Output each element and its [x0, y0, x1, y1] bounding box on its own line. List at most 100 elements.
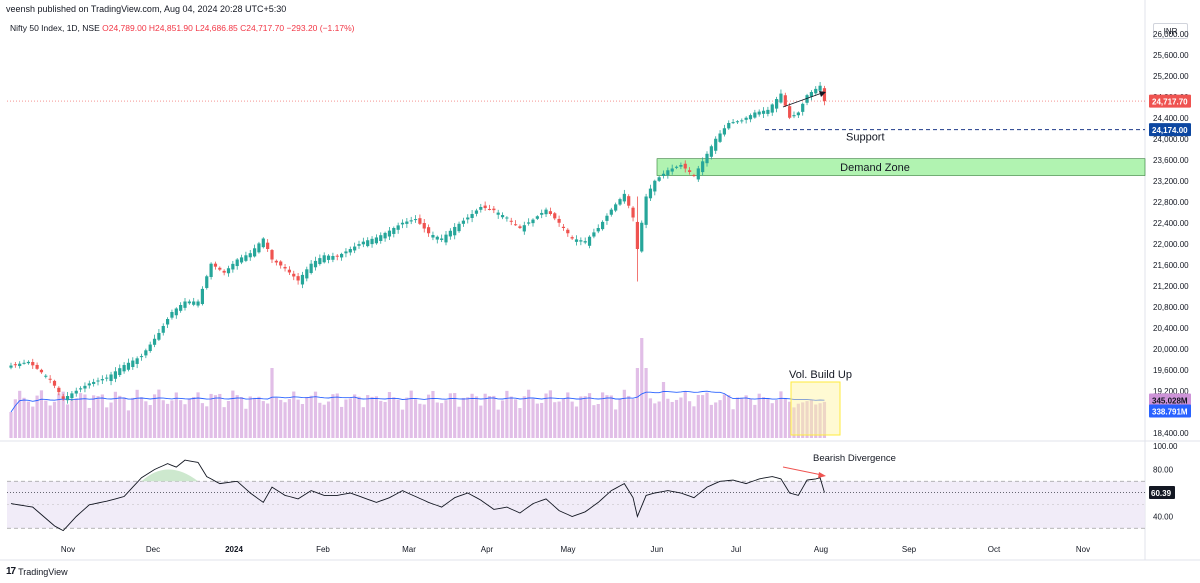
candle-body	[492, 208, 496, 211]
candle-body	[731, 122, 735, 124]
candle-body	[657, 177, 661, 181]
volume-bar	[74, 398, 78, 438]
currency-badge[interactable]: INR	[1153, 23, 1188, 39]
rsi-tick-label: 80.00	[1153, 466, 1174, 475]
tradingview-logo: 17	[6, 566, 16, 577]
candle-body	[409, 220, 413, 222]
volume-bar	[205, 406, 209, 438]
candle-body	[309, 263, 313, 273]
candle-body	[570, 237, 574, 239]
rsi-value-tag-bg	[1149, 486, 1175, 500]
candle-body	[783, 95, 787, 106]
price-trend-arrow	[782, 92, 823, 108]
volume-bar	[48, 405, 52, 438]
volume-bar	[239, 397, 244, 438]
volume-bar	[500, 400, 505, 438]
candle-body	[348, 249, 352, 253]
candle-body	[383, 232, 387, 239]
volume-bar	[692, 406, 696, 438]
volume-bar	[718, 400, 722, 438]
volume-bar	[322, 404, 326, 438]
footer-brand: TradingView	[18, 566, 68, 577]
price-tick-label: 20,800.00	[1153, 303, 1189, 312]
candle-body	[735, 121, 740, 123]
volume-bar	[18, 390, 22, 438]
volume-bar	[261, 401, 265, 438]
candle-body	[814, 88, 818, 94]
candle-body	[605, 215, 609, 221]
candle-body	[609, 209, 613, 215]
price-tick-label: 25,200.00	[1153, 72, 1189, 81]
candle-body	[261, 238, 265, 248]
candle-body	[87, 383, 91, 386]
volume-bar	[139, 397, 144, 438]
candle-body	[427, 227, 431, 234]
price-arrow-head	[819, 91, 826, 97]
volume-bar	[357, 396, 361, 438]
candle-body	[239, 257, 244, 263]
candle-body	[522, 225, 526, 232]
volume-bar	[561, 398, 566, 438]
candle-body	[313, 260, 318, 268]
volume-ma-line	[10, 390, 825, 413]
candle-body	[661, 173, 666, 176]
volume-bar	[505, 390, 509, 438]
volume-bar	[96, 396, 100, 438]
volume-bar	[196, 392, 200, 438]
publisher-line: veensh published on TradingView.com, Aug…	[6, 4, 287, 14]
candle-body	[579, 240, 583, 242]
volume-ma-tag: 338.791M	[1152, 408, 1188, 417]
volume-bar	[701, 395, 705, 438]
candle-body	[714, 138, 718, 151]
candle-body	[65, 396, 70, 401]
volume-bar	[783, 398, 787, 438]
volume-bar	[405, 397, 409, 438]
volume-bar	[361, 407, 365, 438]
candle-body	[644, 196, 648, 225]
candle-body	[775, 99, 779, 109]
volume-bar	[653, 403, 657, 438]
volume-bar	[161, 400, 165, 438]
candle-body	[540, 212, 544, 215]
candle-body	[640, 222, 644, 252]
volume-bar	[509, 396, 513, 438]
candle-body	[79, 388, 83, 390]
volume-bar	[557, 401, 561, 438]
candle-body	[418, 218, 422, 224]
candle-body	[326, 255, 331, 260]
volume-bar	[444, 400, 448, 438]
price-tick-label: 25,600.00	[1153, 51, 1189, 60]
time-tick-label: Jul	[731, 545, 741, 554]
candle-body	[527, 222, 531, 224]
volume-bar	[596, 404, 600, 438]
candle-body	[370, 238, 374, 245]
candle-body	[518, 226, 522, 228]
candle-body	[822, 88, 827, 102]
volume-bar	[83, 394, 87, 438]
volume-bar	[618, 398, 622, 438]
candle-body	[26, 361, 30, 364]
time-tick-label: Dec	[146, 545, 160, 554]
volume-bar	[722, 394, 726, 438]
volume-bar	[292, 391, 296, 438]
volume-bar	[118, 395, 122, 438]
volume-bar	[492, 395, 496, 438]
candle-body	[174, 308, 178, 316]
volume-bar	[183, 404, 187, 438]
demand-zone-label: Demand Zone	[840, 162, 910, 174]
volume-bar	[709, 404, 713, 438]
volume-bar	[418, 403, 422, 438]
support-label: Support	[846, 132, 885, 144]
candle-body	[35, 364, 39, 369]
candle-body	[83, 385, 87, 389]
candle-body	[748, 115, 753, 120]
volume-bar	[374, 396, 378, 438]
volume-bar	[779, 391, 783, 438]
volume-bar	[340, 406, 344, 438]
candle-body	[692, 175, 696, 177]
candle-body	[353, 246, 357, 251]
volume-bar	[248, 396, 252, 438]
candle-body	[248, 253, 252, 258]
volume-bar	[592, 405, 596, 438]
